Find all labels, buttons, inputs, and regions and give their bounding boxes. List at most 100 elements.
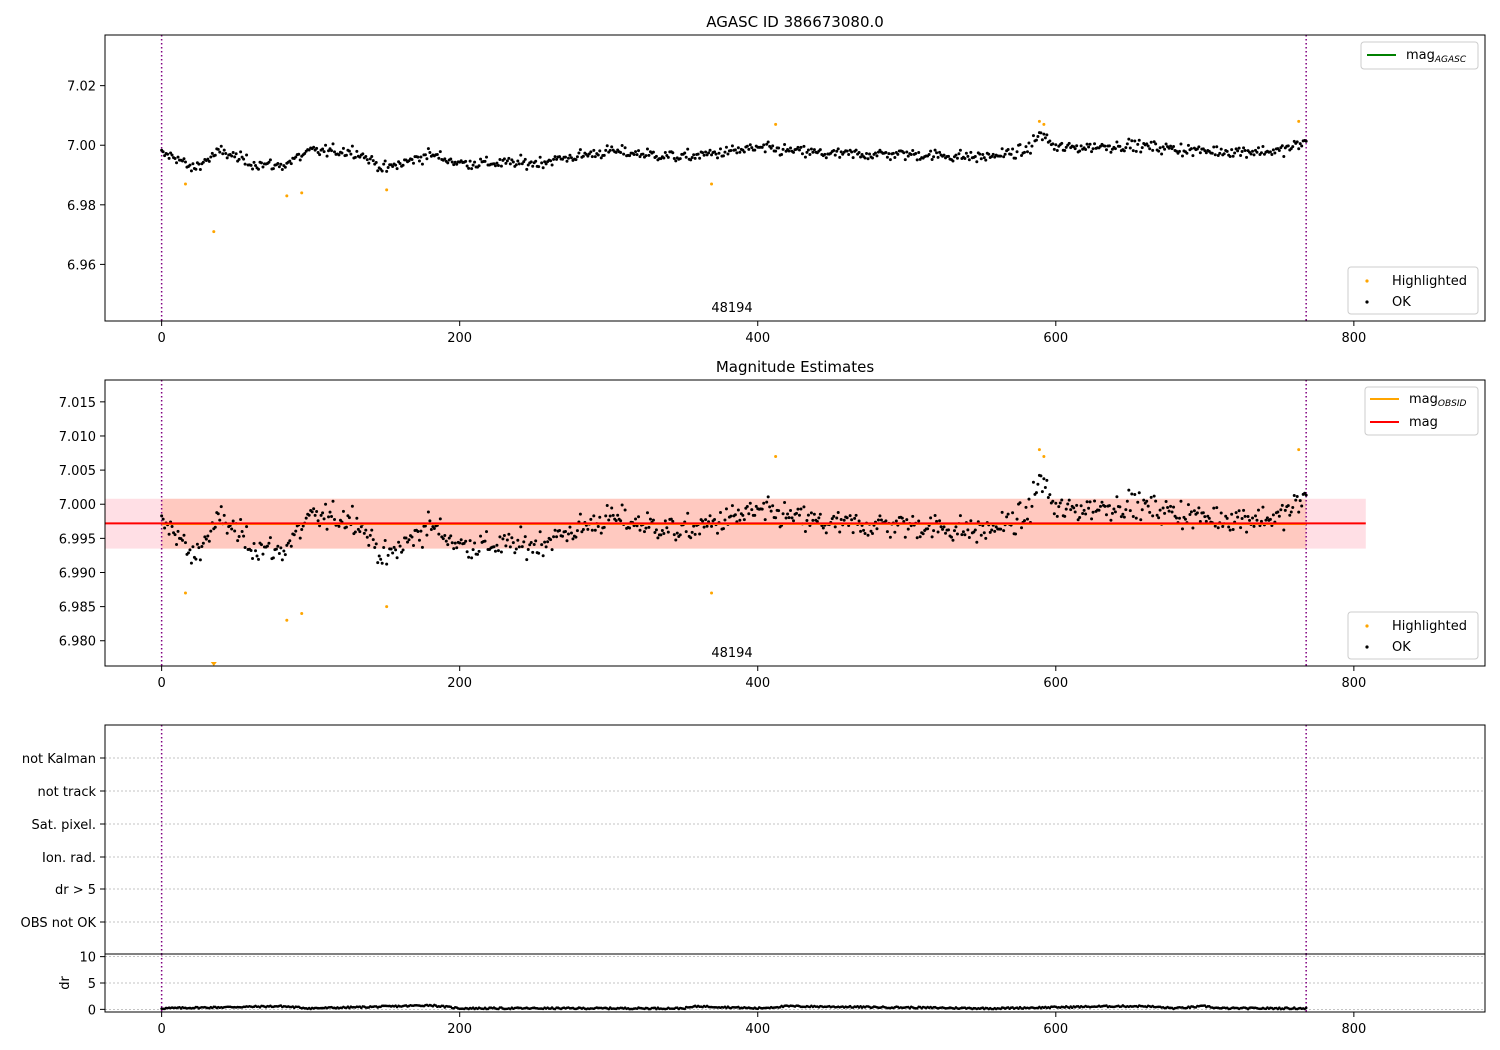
ok-point (1091, 147, 1095, 151)
ok-point (374, 161, 378, 165)
legend-mag-agasc-label: magAGASC (1406, 48, 1467, 65)
ok-point (748, 501, 752, 505)
ok-point (930, 157, 934, 161)
ok-point (955, 156, 959, 160)
flags-plot-area: not Kalman not track Sat. pixel. Ion. rad. d… (21, 725, 1485, 954)
ok-point (656, 536, 660, 540)
ok-point (1300, 144, 1304, 148)
ok-point (821, 526, 825, 530)
ok-point (1219, 147, 1223, 151)
ok-point (833, 525, 837, 529)
ok-point (718, 147, 722, 151)
ok-point (893, 155, 897, 159)
ok-point (353, 155, 357, 159)
ok-point (611, 513, 615, 517)
ok-point (531, 164, 535, 168)
highlighted-point (183, 591, 187, 595)
ok-point (936, 530, 940, 534)
ok-point (1180, 154, 1184, 158)
ok-point (234, 152, 238, 156)
ok-point (750, 146, 754, 150)
ok-point (289, 544, 293, 548)
ok-point (219, 144, 223, 148)
ok-point (620, 144, 624, 148)
ok-point (1288, 513, 1292, 517)
ok-point (622, 152, 626, 156)
ok-point (797, 513, 801, 517)
ok-point (324, 143, 328, 147)
highlighted-point (774, 122, 778, 126)
ok-point (777, 509, 781, 513)
ok-point (239, 518, 243, 522)
ok-point (975, 160, 979, 164)
ok-point (894, 519, 898, 523)
ok-point (808, 153, 812, 157)
ok-point (471, 163, 475, 167)
ok-point (654, 528, 658, 532)
ok-point (485, 530, 489, 534)
ok-point (271, 167, 275, 171)
ok-point (1268, 150, 1272, 154)
ok-point (283, 553, 287, 557)
ok-point (635, 524, 639, 528)
ok-point (197, 162, 201, 166)
ok-point (452, 547, 456, 551)
ok-point (1237, 146, 1241, 150)
ok-point (651, 518, 655, 522)
ok-point (540, 161, 544, 165)
ok-point (563, 530, 567, 534)
ok-point (265, 544, 269, 548)
ok-point (748, 143, 752, 147)
ok-point (315, 146, 319, 150)
ok-point (1170, 147, 1174, 151)
ok-point (1134, 149, 1138, 153)
ok-point (1087, 145, 1091, 149)
ok-point (741, 513, 745, 517)
ok-point (951, 159, 955, 163)
ok-point (859, 529, 863, 533)
ok-point (233, 155, 237, 159)
ok-point (464, 539, 468, 543)
ok-point (684, 155, 688, 159)
mag-estimates-legend-upper: magOBSID mag (1364, 386, 1479, 436)
dr-panel: 0 200 400 600 800 0 5 10 dr (58, 951, 1486, 1037)
ok-point (914, 152, 918, 156)
ok-point (1167, 146, 1171, 150)
ok-point (333, 150, 337, 154)
ok-point (1239, 153, 1243, 157)
ok-point (704, 150, 708, 154)
ok-point (364, 528, 368, 532)
ok-point (1122, 515, 1126, 519)
ok-point (1237, 509, 1241, 513)
ok-point (868, 152, 872, 156)
ok-point (1036, 135, 1040, 139)
ok-point (1154, 499, 1158, 503)
ok-point (942, 525, 946, 529)
ok-point (811, 518, 815, 522)
ok-point (371, 159, 375, 163)
ok-point (753, 513, 757, 517)
ok-point (1204, 151, 1208, 155)
ok-point (1164, 499, 1168, 503)
ok-point (438, 150, 442, 154)
ok-point (555, 157, 559, 161)
ok-point (1025, 517, 1029, 521)
ok-point (1064, 145, 1068, 149)
ok-point (173, 156, 177, 160)
ok-point (555, 535, 559, 539)
ok-point (411, 544, 415, 548)
ok-point (495, 543, 499, 547)
ok-point (835, 516, 839, 520)
ok-point (693, 156, 697, 160)
ok-point (967, 535, 971, 539)
ok-point (236, 539, 240, 543)
ok-point (1066, 502, 1070, 506)
ok-point (1227, 525, 1231, 529)
ok-point (875, 154, 879, 158)
ok-point (1136, 142, 1140, 146)
ok-point (1079, 504, 1083, 508)
ok-point (729, 514, 733, 518)
ok-point (222, 513, 226, 517)
ok-point (683, 151, 687, 155)
ok-point (718, 511, 722, 515)
